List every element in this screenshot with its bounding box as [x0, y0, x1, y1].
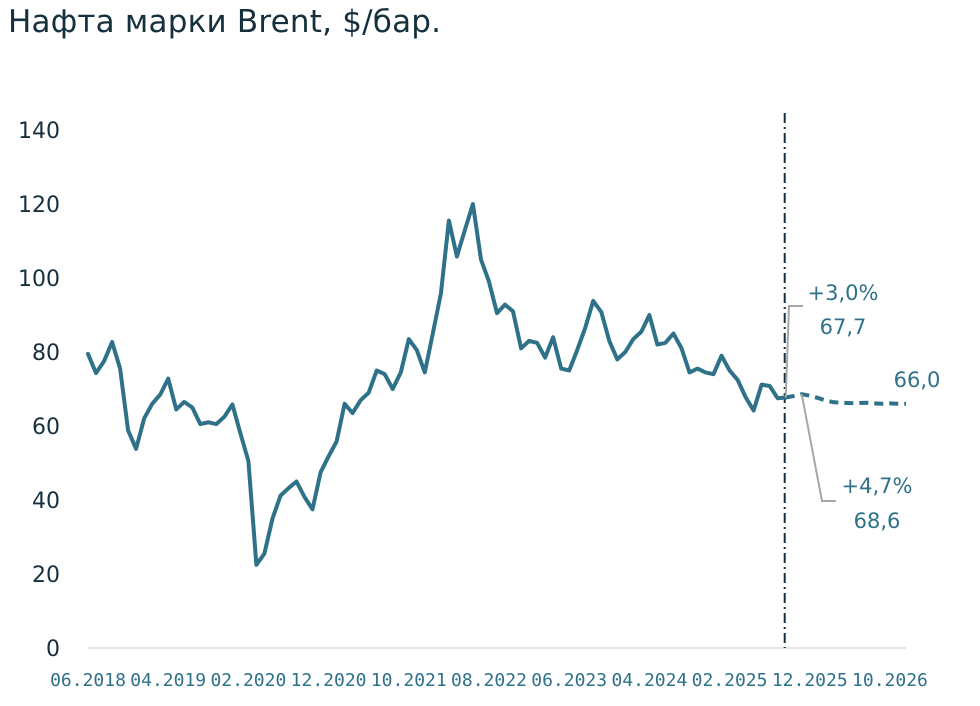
y-tick-label: 100 [18, 267, 60, 292]
x-tick-label: 04.2024 [611, 670, 687, 691]
y-tick-label: 80 [32, 341, 60, 366]
x-tick-label: 04.2019 [130, 670, 206, 691]
annotation-end-value: 66,0 [894, 368, 941, 392]
annotation-upper-change: +3,0% [808, 281, 879, 305]
y-tick-label: 120 [18, 193, 60, 218]
x-tick-label: 10.2021 [371, 670, 447, 691]
x-tick-label: 10.2026 [852, 670, 928, 691]
y-tick-label: 140 [18, 119, 60, 144]
x-tick-label: 12.2020 [291, 670, 367, 691]
annotation-lower-value: 68,6 [854, 509, 901, 533]
x-tick-label: 08.2022 [451, 670, 527, 691]
annotation-leaders [784, 305, 836, 502]
series-group [86, 202, 906, 567]
y-tick-label: 60 [32, 415, 60, 440]
x-tick-label: 02.2020 [210, 670, 286, 691]
leader-line-upper [784, 305, 803, 398]
x-tick-label: 06.2018 [50, 670, 126, 691]
chart-title: Нафта марки Brent, $/бар. [8, 4, 442, 40]
annotation-lower-change: +4,7% [842, 474, 913, 498]
x-tick-label: 02.2025 [692, 670, 768, 691]
leader-line-lower [800, 393, 836, 502]
x-tick-label: 12.2025 [772, 670, 848, 691]
annotations: +3,0% 67,7 +4,7% 68,6 66,0 [808, 281, 941, 533]
y-tick-label: 0 [46, 637, 60, 662]
forecast-line [785, 392, 906, 406]
y-axis-ticks: 0 20 40 60 80 100 120 140 [18, 119, 60, 662]
y-tick-label: 40 [32, 489, 60, 514]
x-tick-label: 06.2023 [531, 670, 607, 691]
historical-line [86, 202, 788, 567]
y-tick-label: 20 [32, 563, 60, 588]
annotation-upper-value: 67,7 [820, 315, 867, 339]
x-axis-ticks: 06.2018 04.2019 02.2020 12.2020 10.2021 08.20… [50, 670, 928, 691]
